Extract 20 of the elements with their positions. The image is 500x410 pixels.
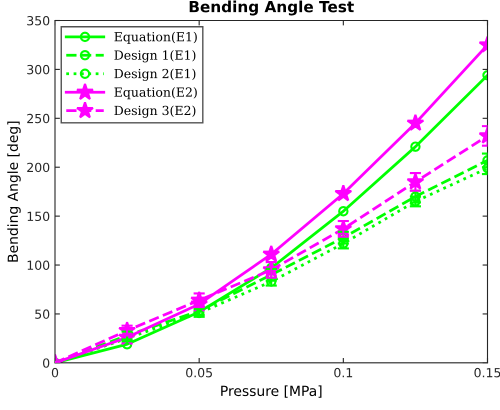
x-tick-label: 0.05 (186, 368, 212, 378)
x-tick-label: 0 (52, 368, 58, 378)
y-tick-label: 50 (35, 309, 50, 319)
y-tick-label: 350 (27, 16, 50, 26)
chart-title: Bending Angle Test (190, 0, 354, 16)
y-tick-label: 100 (28, 260, 50, 270)
legend-label: Equation(E2) (114, 87, 197, 100)
legend-label: Design 2(E1) (114, 68, 196, 81)
legend-label: Design 1(E1) (114, 50, 196, 62)
legend-label: Equation(E1) (114, 32, 197, 44)
legend-label: Design 3(E2) (114, 105, 196, 118)
y-tick-label: 0 (43, 358, 50, 368)
y-tick-label: 300 (27, 64, 50, 74)
x-tick-label: 0.1 (334, 368, 352, 378)
y-tick-label: 250 (27, 114, 50, 124)
y-tick-label: 200 (27, 162, 50, 172)
x-tick-label: 0.15 (474, 368, 500, 378)
y-axis-title: Bending Angle [deg] (7, 122, 21, 262)
y-tick-label: 150 (28, 212, 50, 222)
x-axis-title: Pressure [MPa] (221, 385, 322, 398)
